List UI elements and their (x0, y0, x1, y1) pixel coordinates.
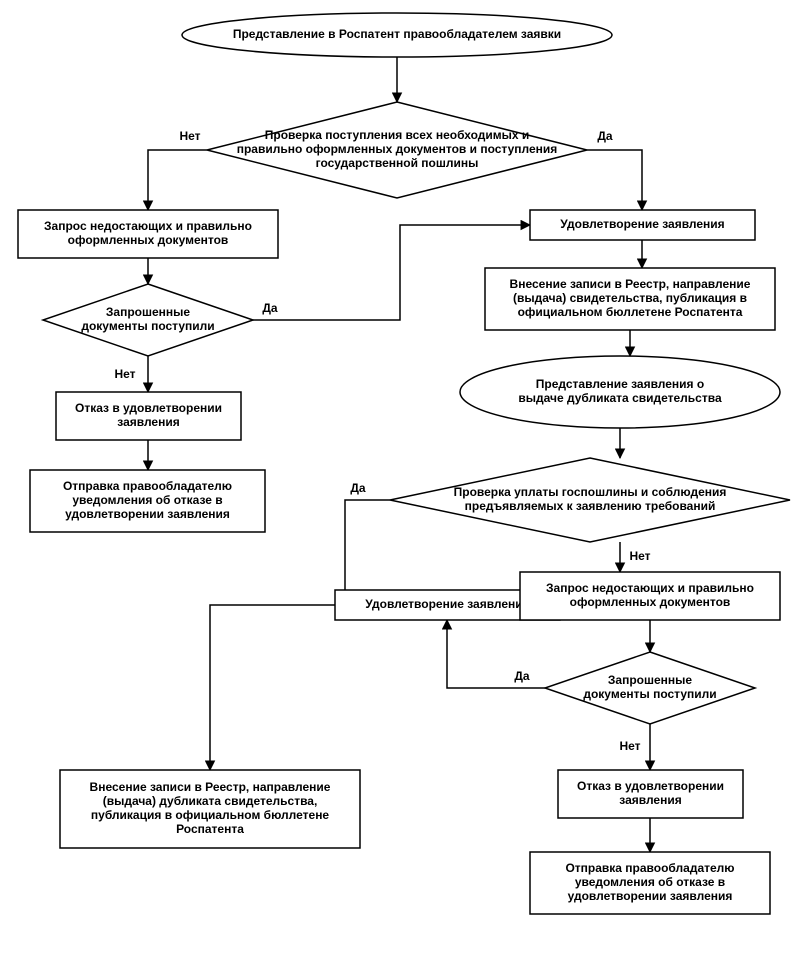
node-check2-label: Проверка уплаты госпошлины и соблюденияп… (454, 485, 727, 513)
edge-label: Нет (179, 129, 200, 143)
node-reqDocs2-label: Запрос недостающих и правильнооформленны… (546, 581, 754, 609)
edge (447, 620, 545, 688)
node-notify1-label: Отправка правообладателюуведомления об о… (63, 479, 232, 521)
node-start-label: Представление в Роспатент правообладател… (233, 27, 561, 41)
edge-label: Нет (114, 367, 135, 381)
node-notify2-label: Отправка правообладателюуведомления об о… (565, 861, 734, 903)
edge (148, 150, 207, 210)
edge (587, 150, 642, 210)
edge-label: Да (597, 129, 613, 143)
flowchart-svg: Нет Да Да Нет Да Нет Да Нет Представление в Росп… (0, 0, 794, 972)
edge-label: Да (514, 669, 530, 683)
edge-label: Да (350, 481, 366, 495)
edge (210, 605, 335, 770)
node-approve1-label: Удовлетворение заявления (560, 217, 724, 231)
node-approve2-label: Удовлетворение заявления (365, 597, 529, 611)
node-register1-label: Внесение записи в Реестр, направление(вы… (510, 277, 751, 319)
edge-label: Да (262, 301, 278, 315)
edge-label: Нет (629, 549, 650, 563)
node-reqDocs1-label: Запрос недостающих и правильнооформленны… (44, 219, 252, 247)
edge-label: Нет (619, 739, 640, 753)
node-app2-label: Представление заявления овыдаче дубликат… (518, 377, 722, 405)
